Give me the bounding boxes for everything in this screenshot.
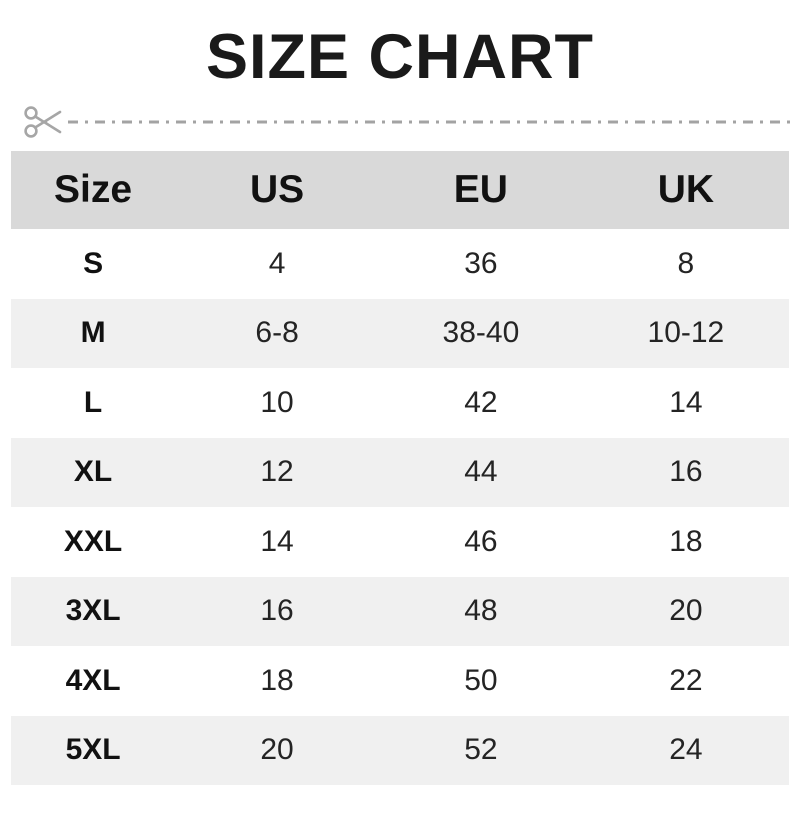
eu-value: 52 (464, 733, 498, 767)
us-value: 14 (260, 524, 294, 558)
table-row-m: M 6-8 38-40 10-12 (11, 298, 789, 368)
table-row-s: S 4 36 8 (11, 229, 789, 299)
table-row-xxl: XXL 14 46 18 (11, 507, 789, 577)
us-value: 6-8 (255, 316, 299, 350)
size-label: S (83, 246, 104, 280)
size-label: M (80, 316, 106, 350)
cut-here-line (22, 99, 790, 145)
table-row-5xl: 5XL 20 52 24 (11, 715, 789, 785)
us-value: 18 (260, 663, 294, 697)
size-label: 5XL (65, 733, 121, 767)
eu-value: 46 (464, 524, 498, 558)
uk-value: 14 (669, 385, 703, 419)
table-row-l: L 10 42 14 (11, 368, 789, 438)
page-title: SIZE CHART (206, 22, 594, 92)
eu-value: 38-40 (442, 316, 520, 350)
size-label: L (83, 385, 103, 419)
column-header-eu: EU (453, 168, 508, 211)
uk-value: 10-12 (647, 316, 725, 350)
us-value: 16 (260, 594, 294, 628)
eu-value: 36 (464, 246, 498, 280)
us-value: 12 (260, 455, 294, 489)
dashed-cut-line (68, 119, 790, 125)
size-chart-table: Size US EU UK S 4 36 8 M 6-8 38-40 10-12… (11, 151, 789, 785)
table-row-4xl: 4XL 18 50 22 (11, 646, 789, 716)
size-label: 4XL (65, 663, 121, 697)
uk-value: 16 (669, 455, 703, 489)
column-header-size: Size (54, 168, 133, 211)
table-row-xl: XL 12 44 16 (11, 437, 789, 507)
scissors-icon (22, 101, 64, 143)
size-label: XL (73, 455, 113, 489)
eu-value: 42 (464, 385, 498, 419)
eu-value: 48 (464, 594, 498, 628)
uk-value: 18 (669, 524, 703, 558)
us-value: 20 (260, 733, 294, 767)
uk-value: 8 (677, 246, 695, 280)
eu-value: 50 (464, 663, 498, 697)
uk-value: 22 (669, 663, 703, 697)
us-value: 10 (260, 385, 294, 419)
table-row-3xl: 3XL 16 48 20 (11, 576, 789, 646)
column-header-us: US (249, 168, 305, 211)
uk-value: 20 (669, 594, 703, 628)
table-header-row: Size US EU UK (11, 151, 789, 229)
size-chart-page: SIZE CHART Size US EU UK S 4 (0, 26, 800, 826)
column-header-uk: UK (657, 168, 715, 211)
us-value: 4 (268, 246, 286, 280)
size-label: XXL (63, 524, 123, 558)
uk-value: 24 (669, 733, 703, 767)
eu-value: 44 (464, 455, 498, 489)
size-label: 3XL (65, 594, 121, 628)
